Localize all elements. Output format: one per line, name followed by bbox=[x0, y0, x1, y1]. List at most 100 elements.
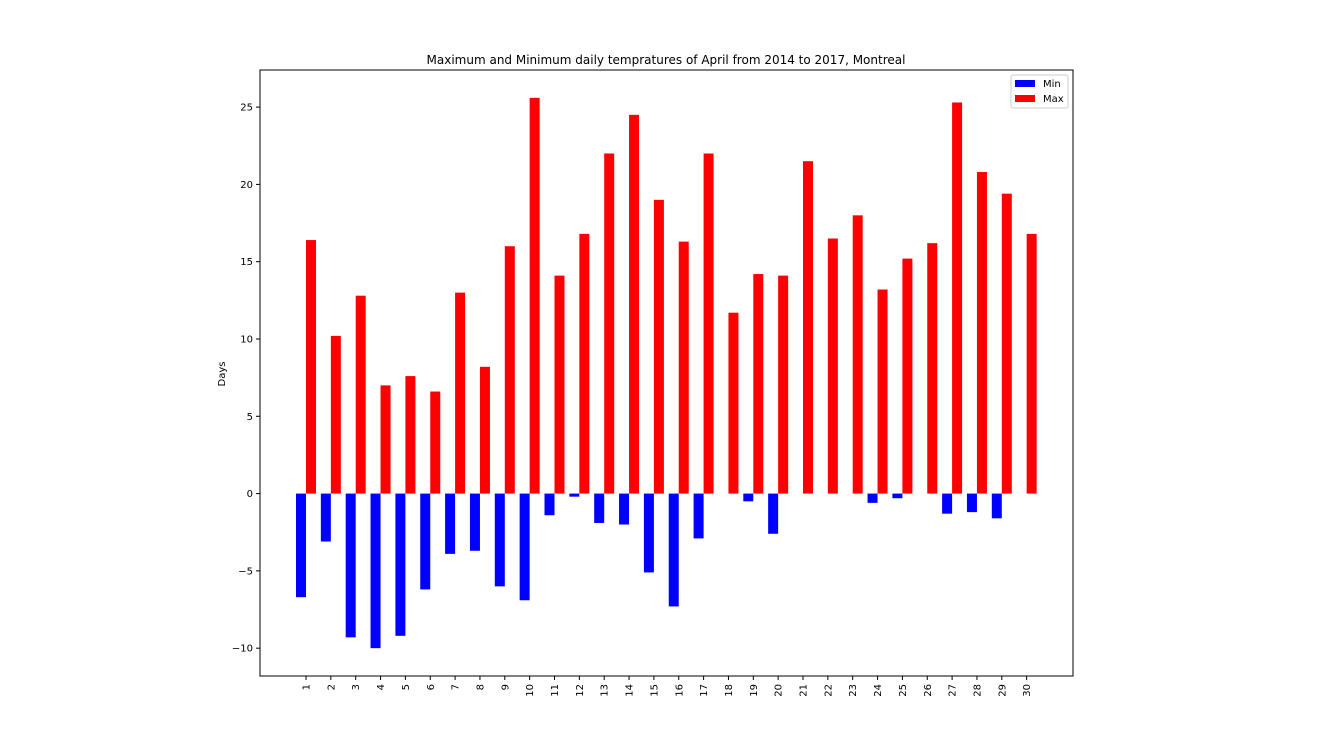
x-tick-label: 11 bbox=[550, 684, 561, 697]
bar-max-day-2 bbox=[330, 335, 341, 494]
bar-max-day-27 bbox=[952, 102, 963, 494]
legend-label-max: Max bbox=[1043, 94, 1064, 105]
bar-max-day-8 bbox=[479, 366, 490, 494]
bar-max-day-28 bbox=[976, 172, 987, 494]
bar-max-day-26 bbox=[927, 243, 938, 494]
legend: Min Max bbox=[1010, 74, 1069, 109]
bar-max-day-13 bbox=[604, 153, 615, 494]
x-tick-label: 25 bbox=[898, 684, 909, 697]
bar-min-day-28 bbox=[966, 493, 977, 513]
bar-max-day-1 bbox=[306, 240, 316, 494]
x-tick-label: 8 bbox=[475, 684, 486, 690]
legend-swatch-max bbox=[1015, 95, 1035, 102]
bar-min-day-2 bbox=[320, 493, 331, 542]
x-tick-label: 18 bbox=[724, 684, 735, 697]
bar-min-day-1 bbox=[296, 493, 306, 598]
bar-min-day-19 bbox=[743, 493, 754, 502]
bar-max-day-22 bbox=[827, 238, 838, 494]
y-axis-label: Days bbox=[217, 362, 228, 387]
bar-max-day-21 bbox=[803, 161, 813, 494]
y-ticks-group: −10 −5 0 5 10 15 20 25 bbox=[232, 103, 260, 655]
bar-max-day-24 bbox=[877, 289, 888, 494]
bar-max-day-29 bbox=[1001, 193, 1012, 494]
bar-max-day-9 bbox=[504, 246, 515, 494]
bars-group bbox=[296, 97, 1037, 649]
x-tick-label: 6 bbox=[426, 684, 437, 690]
x-tick-label: 10 bbox=[525, 684, 536, 697]
x-tick-label: 17 bbox=[699, 684, 710, 697]
bar-max-day-3 bbox=[355, 295, 366, 494]
bar-min-day-27 bbox=[942, 493, 953, 514]
bar-min-day-6 bbox=[420, 493, 431, 590]
x-tick-label: 19 bbox=[749, 684, 760, 697]
x-tick-label: 26 bbox=[923, 684, 934, 697]
bar-min-day-16 bbox=[668, 493, 679, 607]
bar-min-day-14 bbox=[619, 493, 630, 525]
bar-min-day-24 bbox=[867, 493, 878, 503]
y-tick-label: 20 bbox=[240, 180, 253, 191]
y-tick-label: 10 bbox=[240, 334, 253, 345]
y-tick-label: 0 bbox=[247, 489, 253, 500]
bar-min-day-3 bbox=[345, 493, 356, 638]
x-tick-label: 24 bbox=[873, 684, 884, 697]
bar-max-day-7 bbox=[455, 292, 466, 494]
bar-min-day-17 bbox=[693, 493, 704, 539]
bar-min-day-5 bbox=[395, 493, 406, 636]
x-tick-label: 5 bbox=[401, 684, 412, 690]
bar-max-day-4 bbox=[380, 385, 391, 494]
bar-min-day-15 bbox=[643, 493, 654, 573]
x-tick-label: 14 bbox=[625, 684, 636, 697]
bar-min-day-20 bbox=[768, 493, 779, 534]
bar-max-day-6 bbox=[430, 391, 441, 494]
x-tick-label: 30 bbox=[1022, 684, 1033, 697]
bar-min-day-4 bbox=[370, 493, 381, 649]
bar-max-day-5 bbox=[405, 376, 416, 494]
x-tick-label: 4 bbox=[376, 684, 387, 690]
x-tick-label: 9 bbox=[500, 684, 511, 690]
x-tick-label: 12 bbox=[575, 684, 586, 697]
legend-swatch-min bbox=[1015, 80, 1035, 87]
bar-min-day-12 bbox=[569, 493, 580, 497]
bar-min-day-9 bbox=[494, 493, 505, 587]
bar-max-day-25 bbox=[902, 258, 913, 494]
bar-max-day-15 bbox=[653, 199, 664, 494]
x-tick-label: 29 bbox=[997, 684, 1008, 697]
x-tick-label: 27 bbox=[948, 684, 959, 697]
x-tick-label: 21 bbox=[799, 684, 810, 697]
x-tick-label: 20 bbox=[774, 684, 785, 697]
x-tick-label: 2 bbox=[326, 684, 337, 690]
x-tick-label: 1 bbox=[302, 684, 313, 690]
bar-min-day-7 bbox=[445, 493, 456, 554]
y-tick-label: 15 bbox=[240, 257, 253, 268]
x-tick-label: 7 bbox=[451, 684, 462, 690]
plot-frame bbox=[259, 69, 1074, 677]
bar-max-day-16 bbox=[678, 241, 689, 494]
bar-max-day-20 bbox=[778, 275, 789, 494]
x-tick-label: 28 bbox=[972, 684, 983, 697]
bar-min-day-11 bbox=[544, 493, 555, 516]
x-tick-label: 22 bbox=[823, 684, 834, 697]
bar-max-day-12 bbox=[579, 233, 590, 494]
x-tick-label: 23 bbox=[848, 684, 859, 697]
bar-max-day-10 bbox=[529, 97, 540, 494]
bar-max-day-11 bbox=[554, 275, 565, 494]
x-tick-label: 16 bbox=[674, 684, 685, 697]
bar-max-day-23 bbox=[852, 215, 863, 494]
bar-min-day-10 bbox=[519, 493, 530, 601]
bar-min-day-8 bbox=[469, 493, 480, 551]
x-tick-label: 13 bbox=[600, 684, 611, 697]
x-ticks-group: 1 2 3 4 5 6 7 8 9 10 11 12 13 14 15 16 17 18 19 20 21 22 23 24 2… bbox=[302, 676, 1033, 697]
bar-min-day-25 bbox=[892, 493, 903, 499]
x-tick-label: 15 bbox=[649, 684, 660, 697]
bar-min-day-29 bbox=[991, 493, 1002, 519]
chart-title: Maximum and Minimum daily tempratures of… bbox=[427, 53, 906, 67]
bar-max-day-14 bbox=[629, 114, 640, 494]
bar-min-day-13 bbox=[594, 493, 605, 523]
y-tick-label: −10 bbox=[232, 644, 253, 655]
legend-label-min: Min bbox=[1043, 79, 1061, 90]
y-tick-label: 5 bbox=[247, 412, 253, 423]
y-tick-label: 25 bbox=[240, 103, 253, 114]
x-tick-label: 3 bbox=[351, 684, 362, 690]
bar-max-day-18 bbox=[728, 312, 739, 494]
